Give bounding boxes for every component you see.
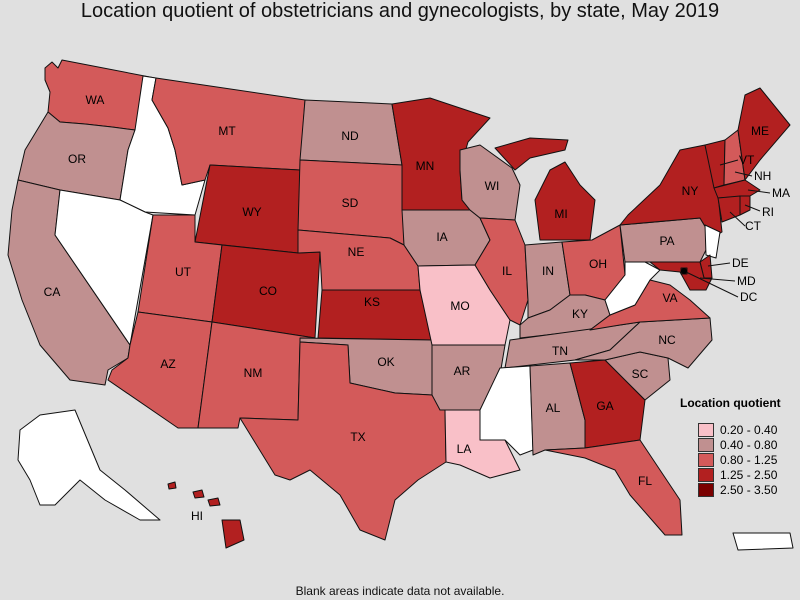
label-la: LA: [457, 442, 472, 456]
leader-vt: [719, 159, 739, 166]
label-ut: UT: [175, 265, 192, 279]
label-tn: TN: [552, 344, 568, 358]
legend: Location quotient 0.20 - 0.40 0.40 - 0.8…: [680, 396, 798, 497]
leader-md: [699, 277, 736, 282]
state-ak[interactable]: [17, 409, 161, 521]
legend-swatch: [698, 467, 714, 482]
label-nh: NH: [754, 169, 771, 183]
legend-label: 0.80 - 1.25: [720, 452, 778, 467]
label-ri: RI: [762, 205, 774, 219]
label-fl: FL: [638, 474, 652, 488]
state-co[interactable]: [211, 244, 321, 339]
label-mn: MN: [416, 159, 435, 173]
leader-ri: [744, 204, 761, 212]
state-il[interactable]: [474, 217, 529, 326]
label-dc: DC: [740, 290, 758, 304]
map-title: Location quotient of obstetricians and g…: [80, 0, 720, 22]
label-nm: NM: [244, 366, 263, 380]
label-ks: KS: [364, 295, 380, 309]
label-sc: SC: [632, 367, 649, 381]
legend-item: 1.25 - 2.50: [680, 467, 798, 482]
footnote: Blank areas indicate data not available.: [295, 584, 505, 598]
legend-item: 2.50 - 3.50: [680, 482, 798, 497]
state-ny[interactable]: [619, 144, 723, 239]
state-nj[interactable]: [704, 224, 721, 259]
label-in: IN: [542, 264, 554, 278]
label-or: OR: [68, 152, 86, 166]
leader-de: [707, 262, 731, 267]
dc-marker: [681, 268, 687, 274]
legend-item: 0.40 - 0.80: [680, 437, 798, 452]
legend-swatch: [698, 452, 714, 467]
label-tx: TX: [350, 430, 365, 444]
leader-ma: [747, 189, 771, 194]
label-mi: MI: [554, 207, 567, 221]
label-al: AL: [546, 401, 561, 415]
label-wa: WA: [86, 93, 105, 107]
label-vt: VT: [739, 153, 755, 167]
label-de: DE: [732, 256, 749, 270]
label-co: CO: [259, 284, 277, 298]
label-sd: SD: [342, 196, 359, 210]
label-az: AZ: [160, 357, 175, 371]
state-tx[interactable]: [239, 341, 447, 541]
state-ma[interactable]: [713, 179, 761, 199]
label-oh: OH: [589, 257, 607, 271]
state-md[interactable]: [649, 261, 713, 291]
label-ct: CT: [745, 219, 762, 233]
label-nc: NC: [658, 333, 676, 347]
label-wy: WY: [242, 205, 261, 219]
label-mt: MT: [218, 124, 236, 138]
state-mi[interactable]: [494, 137, 596, 241]
legend-swatch: [698, 437, 714, 452]
label-ny: NY: [682, 184, 699, 198]
legend-label: 0.40 - 0.80: [720, 437, 778, 452]
label-ok: OK: [377, 355, 394, 369]
legend-swatch: [698, 482, 714, 497]
label-il: IL: [502, 264, 512, 278]
legend-item: 0.20 - 0.40: [680, 422, 798, 437]
label-nd: ND: [341, 129, 359, 143]
state-nc[interactable]: [574, 317, 713, 369]
state-pr[interactable]: [732, 532, 794, 551]
label-ga: GA: [596, 399, 613, 413]
state-fl[interactable]: [544, 439, 683, 536]
state-hi[interactable]: [167, 481, 245, 549]
legend-label: 1.25 - 2.50: [720, 467, 778, 482]
legend-title: Location quotient: [680, 396, 781, 410]
leader-ct: [729, 211, 746, 227]
legend-label: 2.50 - 3.50: [720, 482, 778, 497]
leader-nh: [734, 171, 753, 177]
label-ky: KY: [572, 307, 588, 321]
label-ca: CA: [44, 285, 61, 299]
legend-swatch: [698, 422, 714, 437]
legend-label: 0.20 - 0.40: [720, 422, 778, 437]
legend-item: 0.80 - 1.25: [680, 452, 798, 467]
label-hi: HI: [191, 509, 203, 523]
label-wi: WI: [485, 179, 500, 193]
label-ma: MA: [772, 186, 790, 200]
leader-dc: [683, 270, 739, 298]
label-ar: AR: [454, 364, 471, 378]
label-me: ME: [751, 124, 769, 138]
label-md: MD: [737, 274, 756, 288]
label-mo: MO: [450, 299, 469, 313]
label-va: VA: [662, 291, 677, 305]
label-ia: IA: [436, 230, 447, 244]
label-pa: PA: [659, 234, 674, 248]
label-ne: NE: [348, 245, 365, 259]
